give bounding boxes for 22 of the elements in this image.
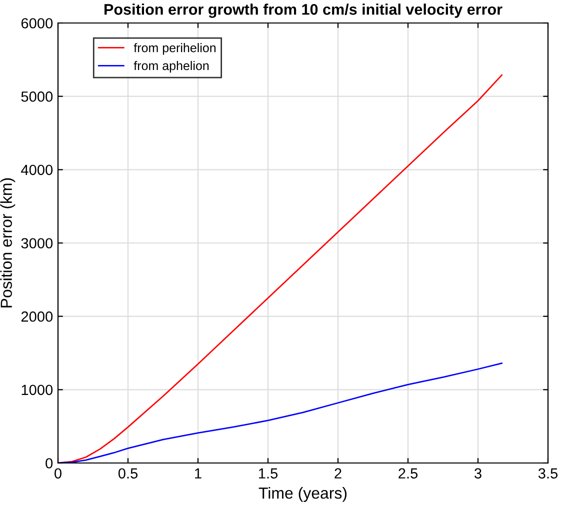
y-tick-label: 1000	[22, 384, 53, 396]
x-tick-label: 2	[334, 468, 342, 478]
y-tick-label: 4000	[21, 164, 53, 176]
y-axis-title: Position error (km)	[0, 178, 16, 308]
x-tick-label: 3	[474, 468, 482, 479]
y-tick-label: 2000	[21, 311, 53, 322]
y-tick-label: 5000	[21, 91, 53, 102]
x-axis-title: Time (years)	[258, 487, 347, 502]
x-tick-label: 3.5	[538, 468, 558, 479]
line-series	[58, 362, 502, 463]
y-tick-label: 6000	[21, 18, 53, 28]
chart-title: Position error growth from 10 cm/s initial velocity error	[104, 4, 502, 18]
x-tick-label: 0	[54, 468, 62, 479]
x-tick-label: 2.5	[398, 468, 418, 479]
x-tick-label: 1.5	[258, 468, 278, 479]
line-series	[58, 74, 502, 463]
x-tick-label: 0.5	[118, 468, 138, 479]
x-tick-label: 1	[195, 468, 202, 478]
legend-label: from aphelion	[134, 60, 209, 73]
y-tick-label: 3000	[21, 238, 53, 248]
legend-label: from perihelion	[134, 43, 216, 55]
y-tick-label: 0	[46, 458, 53, 468]
